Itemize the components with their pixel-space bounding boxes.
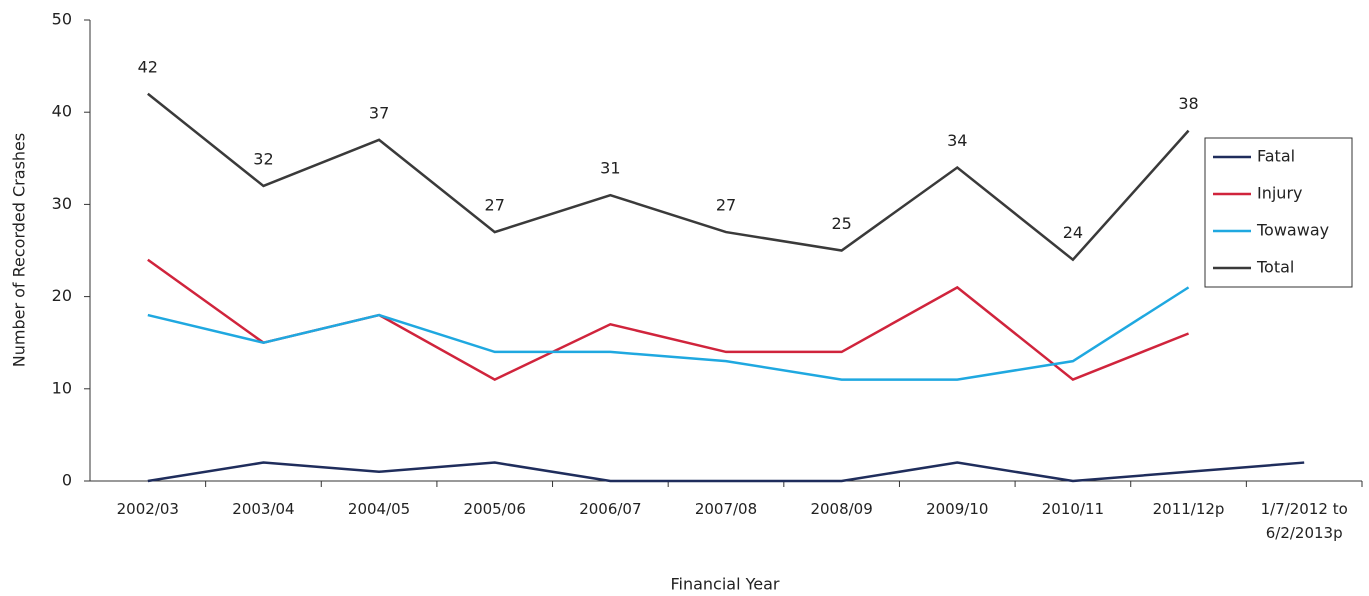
y-tick-label: 30: [52, 194, 72, 213]
series-line: [147, 92, 1190, 262]
data-label: 27: [716, 196, 736, 215]
legend-label: Towaway: [1256, 221, 1329, 240]
x-tick-label: 2007/08: [694, 500, 758, 518]
data-label: 38: [1178, 94, 1198, 113]
data-label: 27: [485, 196, 505, 215]
data-label: 34: [947, 131, 967, 150]
y-tick-label: 10: [52, 378, 72, 397]
x-tick-label: 2004/05: [347, 500, 411, 518]
data-label: 37: [369, 103, 389, 122]
x-tick-label: 2005/06: [463, 500, 526, 518]
legend-label: Fatal: [1257, 147, 1295, 166]
legend-label: Injury: [1257, 184, 1303, 203]
y-tick-label: 40: [52, 102, 72, 121]
data-label: 31: [600, 159, 620, 178]
series-line: [147, 286, 1190, 381]
x-tick-label: 2008/09: [810, 500, 873, 518]
x-tick-label: 2011/12p: [1152, 500, 1225, 518]
y-tick-label: 0: [62, 471, 72, 490]
x-axis-title: Financial Year: [670, 575, 779, 594]
data-label: 24: [1063, 223, 1083, 242]
y-tick-label: 50: [52, 10, 72, 29]
data-label: 32: [253, 149, 273, 168]
x-tick-label: 2006/07: [579, 500, 642, 518]
y-axis-title: Number of Recorded Crashes: [10, 133, 29, 367]
data-label: 25: [831, 214, 851, 233]
legend-label: Total: [1256, 258, 1294, 277]
series-line: [147, 258, 1190, 382]
x-tick-label: 2002/03: [116, 500, 179, 518]
data-label: 42: [138, 57, 158, 76]
series-line: [147, 461, 1305, 483]
legend-box: [1204, 137, 1353, 288]
x-tick-label: 2003/04: [232, 500, 295, 518]
x-tick-label: 2010/11: [1041, 500, 1105, 518]
x-tick-label: 2009/10: [926, 500, 989, 518]
y-tick-label: 20: [52, 286, 72, 305]
x-tick-label: 1/7/2012 to 6/2/2013p: [1260, 500, 1348, 542]
